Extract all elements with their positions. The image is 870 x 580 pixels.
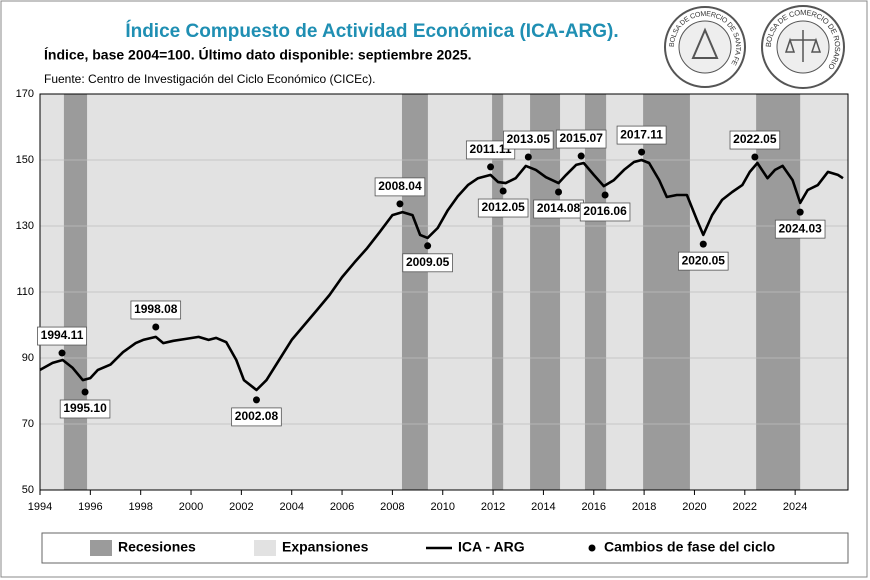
turning-point-label-box: [402, 253, 453, 273]
x-tick-label: 2010: [430, 501, 454, 513]
x-tick-label: 2008: [380, 501, 404, 513]
y-tick-label: 110: [16, 286, 34, 298]
chart-subtitle: Índice, base 2004=100. Último dato dispo…: [44, 46, 472, 63]
x-tick-label: 2000: [179, 501, 203, 513]
turning-point: [524, 153, 532, 161]
x-tick-label: 2016: [582, 501, 606, 513]
line-series: [39, 158, 844, 392]
x-tick-label: 2012: [481, 501, 505, 513]
turning-point-label-box: [729, 130, 781, 150]
turning-point: [638, 148, 646, 156]
turning-point-label-box: [37, 326, 87, 346]
x-tick-label: 2006: [330, 501, 354, 513]
chart-source: Fuente: Centro de Investigación del Cicl…: [44, 72, 375, 86]
turning-point-label-box: [616, 125, 667, 145]
turning-point-label-box: [59, 399, 111, 419]
turning-point-label: 1998.08: [134, 302, 178, 316]
turning-point-label-box: [503, 130, 554, 150]
x-tick-label: 1996: [78, 501, 102, 513]
turning-point: [699, 240, 707, 248]
y-tick-label: 150: [16, 154, 34, 166]
turning-point-label-box: [465, 140, 516, 160]
chart-title: Índice Compuesto de Actividad Económica …: [125, 20, 618, 42]
x-tick-label: 1994: [28, 501, 52, 513]
y-tick-label: 130: [16, 220, 34, 232]
turning-point: [796, 208, 804, 216]
turning-point-label-box: [555, 129, 607, 149]
turning-point-label: 1995.10: [63, 401, 107, 415]
logo-rosario: BOLSA DE COMERCIO DE ROSARIO: [761, 5, 845, 89]
turning-point-label: 2017.11: [620, 127, 663, 141]
legend-label: ICA - ARG: [458, 539, 525, 555]
y-tick-label: 170: [16, 88, 34, 100]
legend-swatch: [90, 540, 112, 556]
y-tick-label: 50: [22, 484, 34, 496]
turning-point: [499, 187, 507, 195]
turning-point-label: 2015.07: [559, 131, 603, 145]
legend-label: Expansiones: [282, 539, 369, 555]
turning-point: [424, 242, 432, 250]
legend-swatch: [254, 540, 276, 556]
turning-point: [601, 191, 609, 199]
turning-point-label-box: [374, 177, 426, 197]
x-tick-label: 2022: [733, 501, 757, 513]
turning-point-label: 2014.08: [537, 201, 581, 215]
legend-label: Cambios de fase del ciclo: [604, 539, 775, 555]
turning-point-label: 2024.03: [778, 221, 822, 235]
x-tick-label: 2004: [279, 501, 303, 513]
turning-point: [555, 188, 563, 196]
turning-point-label: 2008.04: [378, 179, 422, 193]
turning-point-label: 2013.05: [507, 132, 551, 146]
x-tick-label: 2020: [682, 501, 706, 513]
legend-label: Recesiones: [118, 539, 196, 555]
plot-border: [39, 93, 849, 491]
turning-point: [152, 323, 160, 331]
turning-point-label: 2011.11: [470, 142, 512, 156]
turning-point: [81, 388, 89, 396]
x-tick-label: 2018: [632, 501, 656, 513]
x-tick-label: 2024: [783, 501, 807, 513]
turning-point: [396, 200, 404, 208]
turning-point-label-box: [774, 219, 826, 239]
legend-swatch: [588, 544, 596, 552]
turning-point-label: 1994.11: [41, 328, 84, 342]
turning-point: [577, 152, 585, 160]
y-tick-label: 90: [22, 352, 34, 364]
turning-point: [751, 153, 759, 161]
turning-point: [487, 163, 495, 171]
turning-point-label: 2022.05: [733, 132, 777, 146]
turning-point: [252, 396, 260, 404]
turning-point-label-box: [678, 251, 729, 271]
y-tick-label: 70: [22, 418, 34, 430]
x-tick-label: 1998: [128, 501, 152, 513]
turning-point-label: 2020.05: [682, 253, 726, 267]
turning-point-label: 2002.08: [235, 409, 279, 423]
logo-santa-fe: BOLSA DE COMERCIO DE SANTA FE: [664, 6, 746, 88]
turning-point-label: 2016.06: [583, 204, 627, 218]
turning-point-label-box: [579, 202, 631, 222]
x-tick-label: 2002: [229, 501, 253, 513]
turning-point: [58, 349, 66, 357]
turning-point-label-box: [231, 407, 282, 427]
x-tick-label: 2014: [531, 501, 555, 513]
turning-point-label-box: [477, 198, 529, 218]
turning-point-label-box: [130, 300, 182, 320]
turning-point-label: 2012.05: [481, 200, 525, 214]
turning-point-label: 2009.05: [406, 255, 450, 269]
